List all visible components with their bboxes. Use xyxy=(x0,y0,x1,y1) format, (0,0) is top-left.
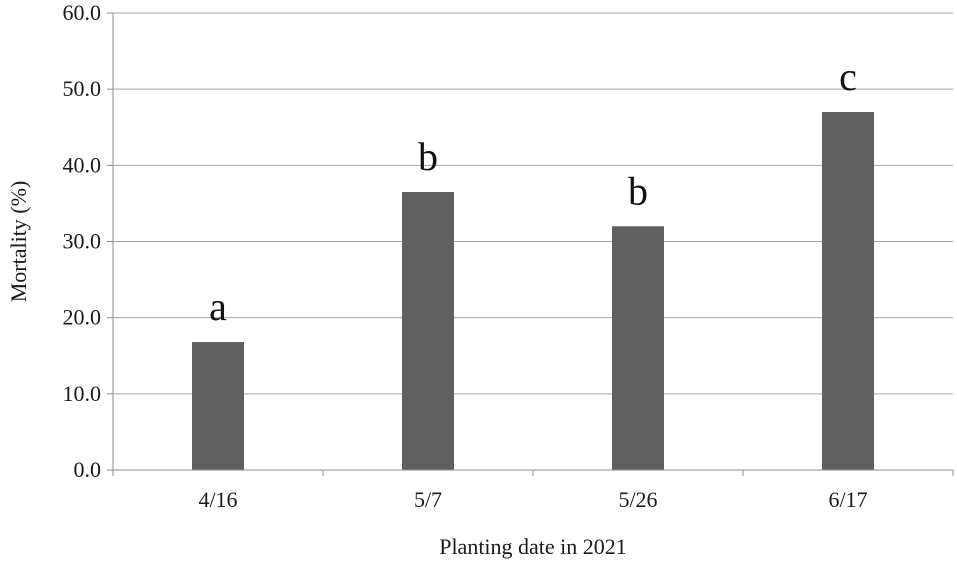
x-tick-label: 5/26 xyxy=(618,487,657,512)
y-tick-label: 60.0 xyxy=(63,0,102,25)
bar xyxy=(402,191,454,470)
x-tick-label: 4/16 xyxy=(198,487,237,512)
bar xyxy=(612,226,664,470)
bars xyxy=(192,112,874,471)
gridlines xyxy=(113,12,953,395)
x-axis-title: Planting date in 2021 xyxy=(439,534,627,559)
y-tick-label: 10.0 xyxy=(63,381,102,406)
significance-letter: c xyxy=(839,54,857,99)
y-axis-title: Mortality (%) xyxy=(6,181,31,303)
x-tick-label: 6/17 xyxy=(828,487,867,512)
y-tick-label: 30.0 xyxy=(63,229,102,254)
significance-letter: a xyxy=(209,284,227,329)
y-tick-label: 20.0 xyxy=(63,305,102,330)
significance-letter: b xyxy=(628,168,648,213)
bar xyxy=(822,112,874,471)
x-tick-labels: 4/16 5/7 5/26 6/17 xyxy=(198,470,954,512)
significance-letter: b xyxy=(418,134,438,179)
y-tick-label: 40.0 xyxy=(63,152,102,177)
bar xyxy=(192,342,244,470)
y-tick-labels: 0.0 10.0 20.0 30.0 40.0 50.0 60.0 xyxy=(63,0,113,482)
y-tick-label: 50.0 xyxy=(63,76,102,101)
y-tick-label: 0.0 xyxy=(74,457,102,482)
x-tick-label: 5/7 xyxy=(414,487,442,512)
significance-labels: a b b c xyxy=(209,54,857,329)
